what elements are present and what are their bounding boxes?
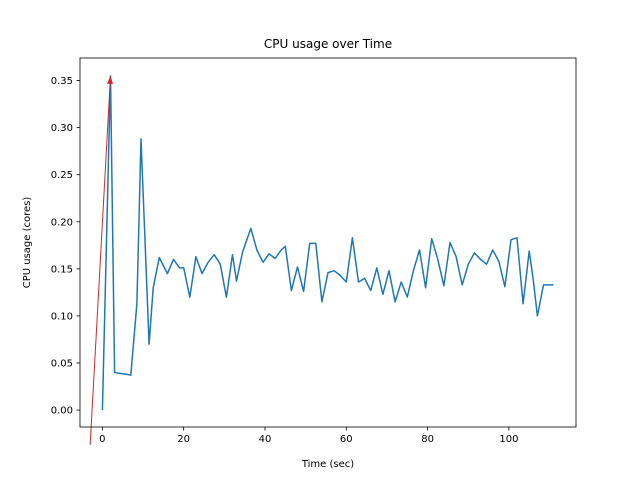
y-axis-ticks: 0.00 0.05 0.10 0.15 0.20 0.25 0.30 0.35 <box>51 76 80 417</box>
annotation-arrow <box>89 75 114 445</box>
plot-frame <box>79 57 577 428</box>
y-tick-label: 0.20 <box>51 217 73 228</box>
y-tick-label: 0.05 <box>51 358 73 369</box>
y-tick-label: 0.10 <box>51 311 73 322</box>
plot-area <box>101 75 554 411</box>
x-tick-label: 40 <box>259 434 272 445</box>
x-tick-label: 60 <box>340 434 353 445</box>
x-axis-ticks: 0 20 40 60 80 100 <box>99 427 518 445</box>
x-tick-label: 0 <box>99 434 105 445</box>
y-tick-label: 0.35 <box>51 76 73 87</box>
series-line-cpu-usage <box>101 75 554 411</box>
y-tick-label: 0.25 <box>51 170 73 181</box>
y-tick-label: 0.00 <box>51 406 73 417</box>
y-tick-label: 0.30 <box>51 123 73 134</box>
x-tick-label: 80 <box>421 434 434 445</box>
x-axis-label: Time (sec) <box>301 459 354 470</box>
y-axis-label: CPU usage (cores) <box>22 197 33 289</box>
chart-title: CPU usage over Time <box>264 37 392 51</box>
arrow-head <box>107 75 114 85</box>
x-tick-label: 100 <box>499 434 518 445</box>
x-tick-label: 20 <box>177 434 190 445</box>
y-tick-label: 0.15 <box>51 264 73 275</box>
arrow-shaft <box>89 83 111 445</box>
